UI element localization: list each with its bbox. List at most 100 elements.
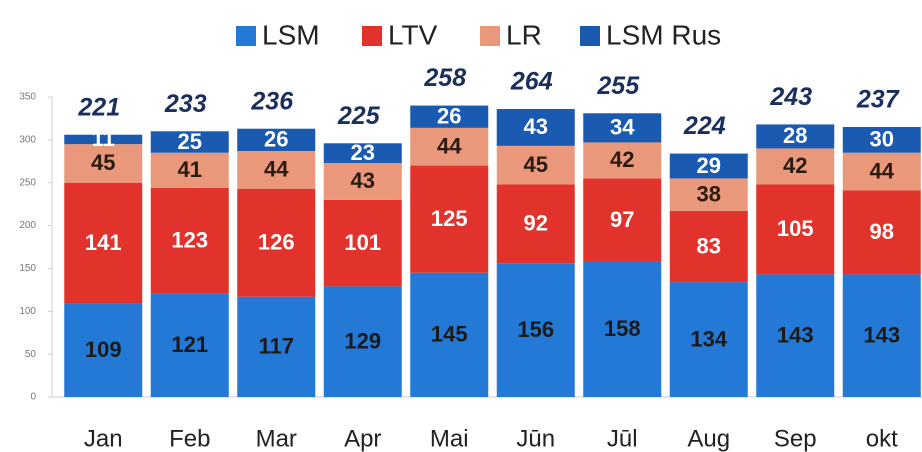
bar-segment: [583, 261, 662, 397]
data-label: 30: [870, 127, 894, 152]
bar-segment: [842, 274, 921, 397]
legend-swatch: [580, 26, 600, 46]
y-tick-label: 250: [19, 177, 36, 188]
data-label: 34: [610, 115, 635, 140]
y-tick-label: 0: [30, 392, 36, 403]
bar-segment: [842, 190, 921, 275]
data-label: 42: [610, 147, 634, 172]
data-label: 134: [690, 326, 727, 351]
data-label: 126: [258, 230, 295, 255]
y-tick-label: 100: [19, 306, 36, 317]
bar-segment: [669, 282, 748, 397]
data-label: 29: [697, 153, 721, 178]
y-tick-label: 50: [25, 349, 37, 360]
bar-segment: [669, 178, 748, 211]
data-label: 117: [259, 334, 295, 359]
total-label: 243: [769, 83, 812, 111]
y-tick-label: 350: [19, 92, 36, 103]
bar-segment: [583, 142, 662, 179]
data-label: 125: [431, 206, 468, 231]
data-label: 41: [178, 157, 202, 182]
data-label: 101: [344, 230, 381, 255]
x-tick-label: Jan: [84, 425, 123, 452]
bar-segment: [842, 152, 921, 191]
data-label: 43: [524, 114, 548, 139]
bar-segment: [410, 105, 489, 128]
data-label: 45: [91, 150, 115, 175]
bar-segment: [237, 151, 316, 189]
data-label: 11: [92, 126, 115, 151]
y-tick-label: 200: [19, 220, 36, 231]
data-label: 23: [351, 140, 375, 165]
legend-swatch: [236, 26, 256, 46]
total-label: 255: [596, 72, 640, 100]
legend-swatch: [480, 26, 500, 46]
y-tick-label: 300: [19, 134, 36, 145]
data-label: 105: [777, 216, 814, 241]
data-label: 141: [85, 230, 122, 255]
bar-segment: [583, 178, 662, 262]
bar-segment: [842, 127, 921, 153]
data-label: 92: [524, 211, 548, 236]
bar-segment: [669, 153, 748, 179]
total-label: 236: [250, 87, 294, 115]
bar-segment: [64, 182, 143, 304]
x-tick-label: Mai: [430, 425, 469, 452]
data-label: 145: [431, 322, 468, 347]
bar-segment: [323, 143, 402, 163]
data-label: 123: [171, 227, 208, 252]
legend-label: LTV: [388, 19, 438, 50]
legend-swatch: [362, 26, 382, 46]
data-label: 38: [697, 182, 721, 207]
data-label: 143: [863, 323, 900, 348]
bar-segment: [756, 184, 835, 275]
data-label: 28: [783, 123, 807, 148]
data-label: 121: [171, 332, 208, 357]
bar-segment: [64, 303, 143, 397]
data-label: 83: [697, 233, 721, 258]
bar-segment: [410, 272, 489, 397]
bar-segment: [756, 274, 835, 397]
data-label: 44: [870, 158, 895, 183]
bar-segment: [496, 145, 575, 185]
total-label: 233: [164, 90, 207, 118]
total-label: 224: [683, 112, 726, 140]
total-label: 264: [510, 68, 553, 96]
legend-label: LSM: [262, 19, 320, 50]
data-label: 26: [264, 127, 288, 152]
data-label: 109: [85, 337, 122, 362]
x-tick-label: Apr: [344, 425, 381, 452]
data-label: 43: [351, 168, 375, 193]
total-label: 221: [77, 93, 120, 121]
bar-segment: [496, 109, 575, 146]
bar-segment: [150, 152, 229, 188]
total-label: 258: [423, 64, 466, 92]
x-tick-label: Feb: [169, 425, 210, 452]
data-label: 156: [517, 317, 554, 342]
bar-segment: [669, 211, 748, 283]
data-label: 129: [344, 329, 381, 354]
data-label: 42: [783, 153, 807, 178]
data-label: 98: [870, 219, 894, 244]
bar-segment: [237, 188, 316, 297]
bar-segment: [237, 128, 316, 151]
bar-segment: [150, 187, 229, 294]
data-label: 44: [437, 134, 462, 159]
data-label: 26: [437, 104, 461, 129]
x-tick-label: Jūn: [516, 425, 555, 452]
data-label: 25: [178, 129, 202, 154]
x-tick-label: Sep: [774, 425, 817, 452]
y-tick-label: 150: [19, 263, 36, 274]
data-label: 97: [610, 207, 634, 232]
bar-segment: [323, 199, 402, 287]
legend-label: LR: [506, 19, 542, 50]
bar-segment: [64, 134, 143, 145]
x-tick-label: Aug: [687, 425, 730, 452]
bar-segment: [756, 124, 835, 149]
total-label: 225: [337, 102, 381, 130]
bar-segment: [237, 296, 316, 397]
bar-segment: [496, 263, 575, 397]
bar-segment: [323, 163, 402, 200]
bar-segment: [756, 148, 835, 185]
